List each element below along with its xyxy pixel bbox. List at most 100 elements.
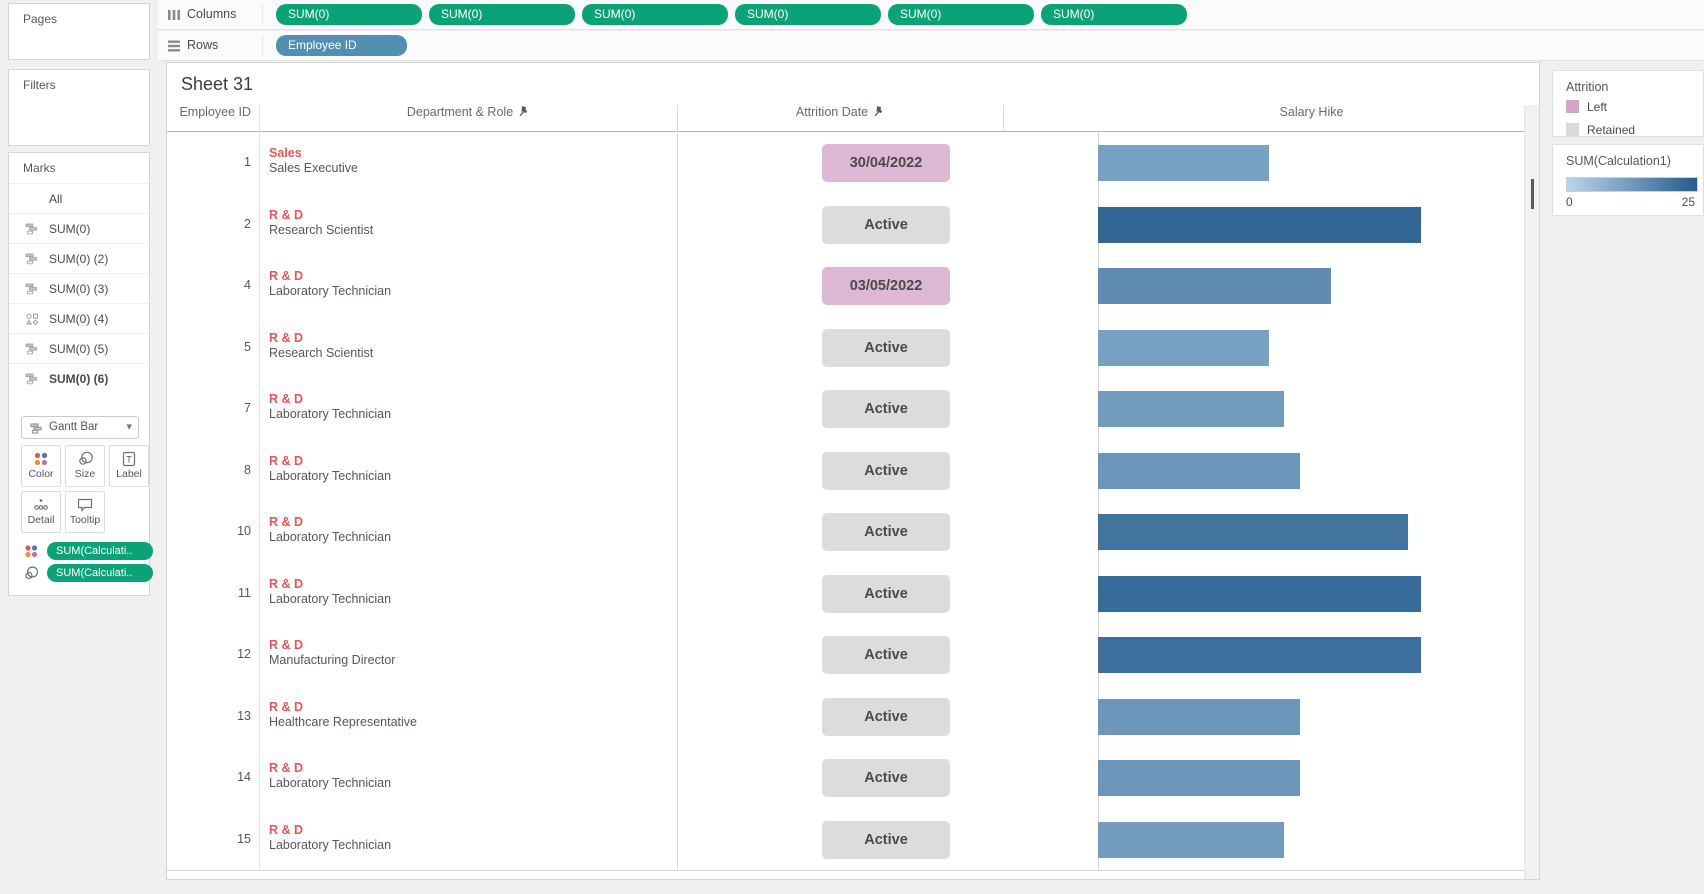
salary-hike-bar[interactable] [1098, 206, 1421, 243]
filters-card[interactable]: Filters [8, 69, 150, 146]
detail-button-label: Detail [27, 514, 55, 526]
employee-id-value[interactable]: 11 [238, 585, 251, 600]
department-role-cell[interactable]: R & D Laboratory Technician [269, 577, 391, 607]
pages-card[interactable]: Pages [8, 3, 150, 60]
mark-type-dropdown[interactable]: Gantt Bar ▾ [21, 416, 139, 439]
department-role-cell[interactable]: R & D Laboratory Technician [269, 823, 391, 853]
department-role-cell[interactable]: R & D Laboratory Technician [269, 392, 391, 422]
table-row: 8 R & D Laboratory Technician Active [167, 440, 1525, 502]
salary-hike-bar[interactable] [1098, 637, 1421, 673]
attrition-status-badge[interactable]: 30/04/2022 [822, 144, 950, 182]
columns-pill[interactable]: SUM(0) [888, 4, 1034, 25]
marks-item-sum-0-6-[interactable]: SUM(0) (6) [9, 363, 149, 393]
tooltip-icon [77, 498, 93, 513]
color-legend-card: SUM(Calculation1) 0 25 [1552, 144, 1704, 216]
department-role-cell[interactable]: R & D Laboratory Technician [269, 269, 391, 299]
employee-id-value[interactable]: 8 [244, 462, 251, 477]
attrition-status-badge[interactable]: Active [822, 205, 950, 244]
attrition-status-badge[interactable]: Active [822, 513, 950, 551]
employee-id-value[interactable]: 14 [237, 770, 251, 784]
encoding-pill[interactable]: SUM(Calculati.. [47, 564, 153, 582]
tooltip-button-label: Tooltip [69, 514, 101, 526]
encoding-pill[interactable]: SUM(Calculati.. [47, 542, 153, 560]
salary-hike-bar[interactable] [1098, 329, 1269, 366]
attrition-status-badge[interactable]: Active [822, 759, 950, 797]
attrition-status-badge[interactable]: Active [822, 328, 950, 367]
columns-pill[interactable]: SUM(0) [735, 4, 881, 25]
department-role-cell[interactable]: R & D Laboratory Technician [269, 454, 391, 484]
attrition-status-badge[interactable]: Active [822, 574, 950, 613]
salary-hike-bar[interactable] [1098, 821, 1284, 858]
color-button[interactable]: Color [21, 445, 61, 487]
attrition-status-badge[interactable]: 03/05/2022 [822, 267, 950, 305]
employee-id-value[interactable]: 1 [244, 155, 251, 169]
employee-id-value[interactable]: 4 [244, 278, 251, 292]
columns-pill[interactable]: SUM(0) [582, 4, 728, 25]
marks-item-sum-0-3-[interactable]: SUM(0) (3) [9, 273, 149, 303]
department-label: R & D [269, 330, 304, 345]
role-label: Sales Executive [269, 161, 358, 175]
chevron-down-icon[interactable]: ▾ [126, 421, 132, 433]
department-role-cell[interactable]: R & D Manufacturing Director [269, 638, 395, 668]
attrition-status-badge[interactable]: Active [822, 451, 950, 490]
label-button[interactable]: T Label [109, 445, 149, 487]
columns-pill[interactable]: SUM(0) [276, 4, 422, 25]
shelf-divider [262, 35, 263, 56]
employee-id-value[interactable]: 7 [244, 401, 251, 415]
marks-item-all[interactable]: All [9, 183, 149, 213]
svg-text:T: T [126, 455, 132, 465]
marks-item-sum-0-4-[interactable]: SUM(0) (4) [9, 303, 149, 333]
vertical-scrollbar[interactable] [1524, 105, 1539, 879]
marks-item-sum-0-[interactable]: SUM(0) [9, 213, 149, 243]
attrition-status-badge[interactable]: Active [822, 697, 950, 736]
attrition-status-badge[interactable]: Active [822, 390, 950, 428]
scrollbar-thumb[interactable] [1531, 179, 1534, 209]
columns-pill[interactable]: SUM(0) [1041, 4, 1187, 25]
marks-item-sum-0-2-[interactable]: SUM(0) (2) [9, 243, 149, 273]
legend-entry[interactable]: Retained [1566, 121, 1703, 140]
columns-shelf[interactable]: Columns SUM(0) SUM(0) SUM(0) SUM(0) SUM(0) SU… [158, 0, 1704, 30]
department-role-cell[interactable]: R & D Research Scientist [269, 331, 373, 361]
salary-hike-bar[interactable] [1098, 575, 1421, 612]
department-role-cell[interactable]: R & D Healthcare Representative [269, 700, 417, 730]
rows-pill[interactable]: Employee ID [276, 35, 407, 56]
detail-button[interactable]: Detail [21, 491, 61, 533]
role-label: Laboratory Technician [269, 284, 392, 298]
department-role-cell[interactable]: R & D Research Scientist [269, 208, 373, 238]
salary-hike-bar[interactable] [1098, 452, 1300, 489]
salary-hike-bar[interactable] [1098, 514, 1408, 550]
salary-hike-bar[interactable] [1098, 698, 1300, 735]
column-header-salary-hike[interactable]: Salary Hike [1279, 105, 1344, 119]
employee-id-value[interactable]: 10 [237, 524, 251, 538]
attrition-status-badge[interactable]: Active [822, 636, 950, 674]
rows-shelf[interactable]: Rows Employee ID [158, 31, 1704, 61]
tooltip-button[interactable]: Tooltip [65, 491, 105, 533]
legend-entry[interactable]: Left [1566, 98, 1703, 117]
department-role-cell[interactable]: Sales Sales Executive [269, 146, 358, 176]
salary-hike-bar[interactable] [1098, 145, 1269, 181]
axis-zero-line [1098, 131, 1099, 870]
attrition-status-badge[interactable]: Active [822, 820, 950, 859]
salary-hike-bar[interactable] [1098, 760, 1300, 796]
department-role-cell[interactable]: R & D Laboratory Technician [269, 515, 391, 545]
employee-id-value[interactable]: 2 [244, 216, 251, 231]
employee-id-value[interactable]: 12 [237, 647, 251, 661]
column-header-department-role[interactable]: Department & Role [259, 105, 677, 131]
size-button[interactable]: Size [65, 445, 105, 487]
employee-id-value[interactable]: 13 [237, 708, 251, 723]
table-bottom-line [167, 870, 1525, 871]
worksheet-area: Sheet 31 Employee ID Department & Role A… [166, 62, 1540, 880]
marks-item-sum-0-5-[interactable]: SUM(0) (5) [9, 333, 149, 363]
column-header-employee-id[interactable]: Employee ID [179, 105, 251, 119]
columns-pill[interactable]: SUM(0) [429, 4, 575, 25]
employee-id-value[interactable]: 15 [237, 831, 251, 846]
pin-icon[interactable] [518, 105, 529, 117]
legend-entry-label: Retained [1587, 123, 1636, 137]
column-header-attrition-date[interactable]: Attrition Date [677, 105, 1003, 131]
department-role-cell[interactable]: R & D Laboratory Technician [269, 761, 391, 791]
pin-icon[interactable] [873, 105, 884, 117]
salary-hike-bar[interactable] [1098, 391, 1284, 427]
employee-id-value[interactable]: 5 [244, 339, 251, 354]
salary-hike-bar[interactable] [1098, 268, 1331, 304]
